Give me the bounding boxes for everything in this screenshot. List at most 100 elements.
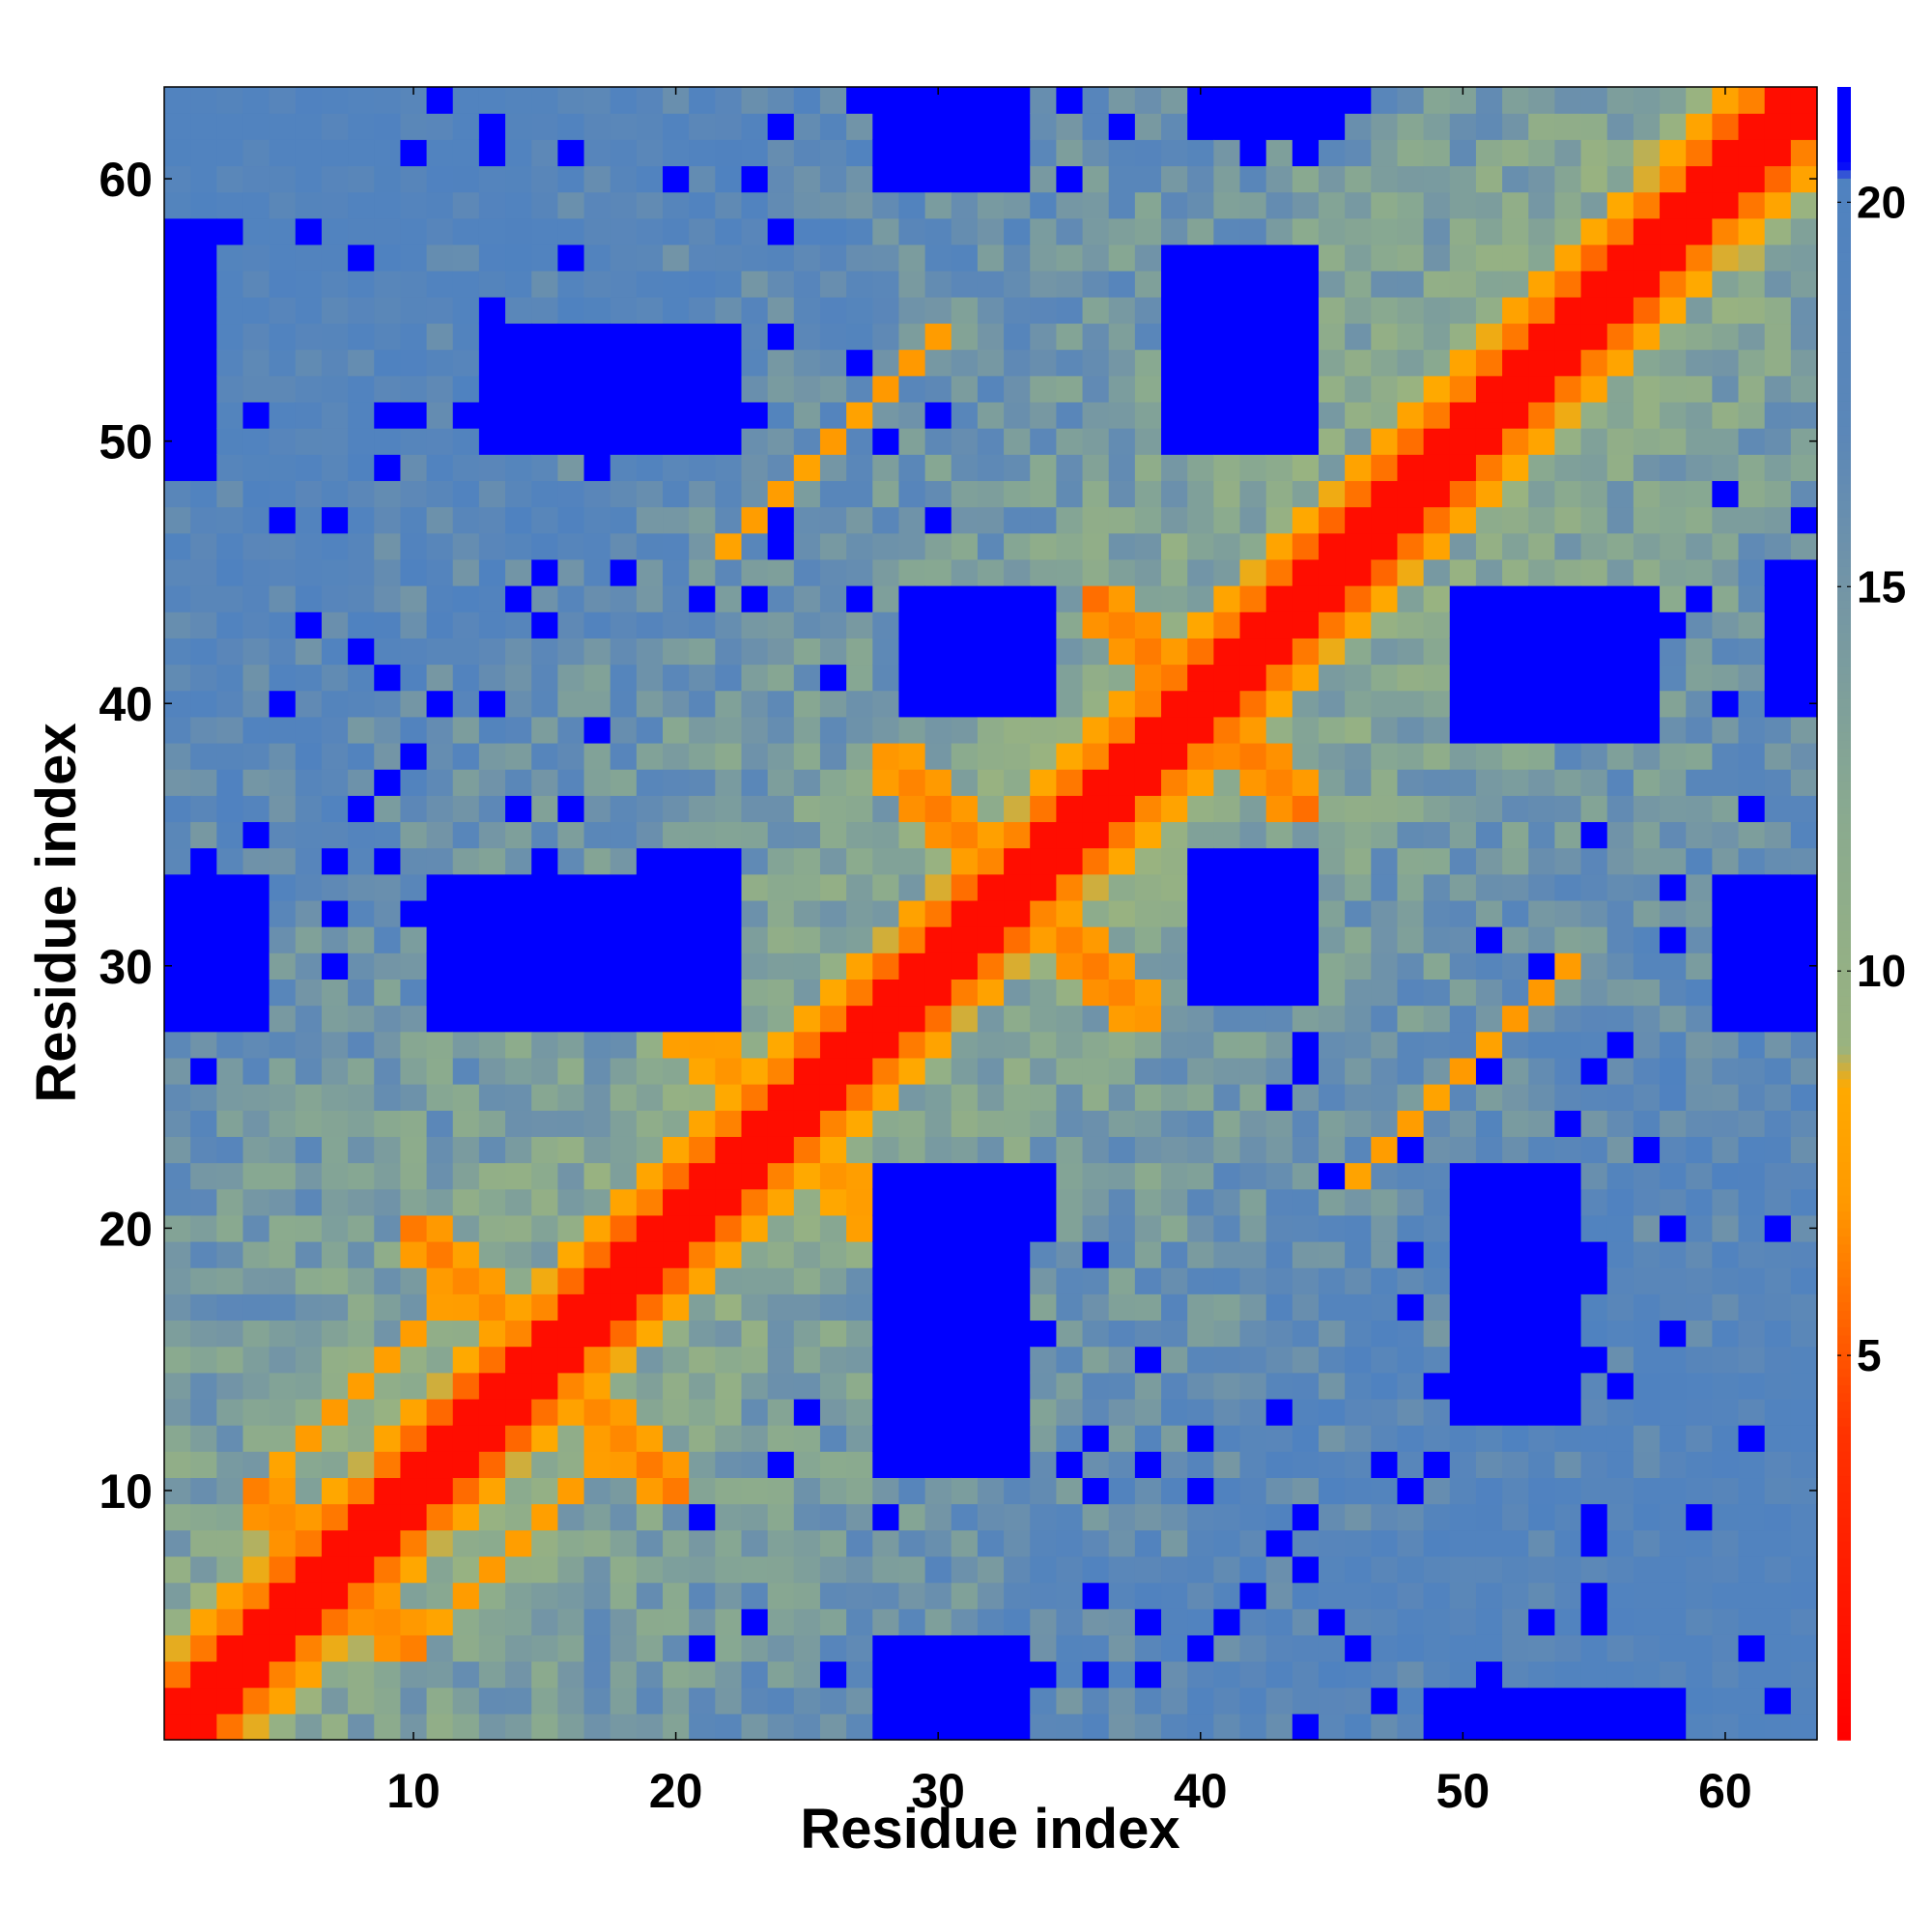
heatmap-cell [846,979,873,1007]
heatmap-cell [1449,217,1477,245]
heatmap-cell [1239,742,1267,770]
heatmap-cell [1108,611,1136,639]
heatmap-cell [1580,1320,1608,1348]
heatmap-cell [1108,585,1136,612]
heatmap-cell [1502,1031,1529,1059]
heatmap-cell [1554,1346,1582,1374]
heatmap-cell [1213,1687,1241,1715]
heatmap-cell [1108,899,1136,927]
heatmap-cell [689,1267,716,1294]
heatmap-cell [977,1188,1005,1216]
heatmap-cell [819,1398,847,1426]
heatmap-cell [951,1110,979,1137]
heatmap-cell [531,1687,558,1715]
heatmap-cell [636,1084,664,1111]
heatmap-cell [1633,1687,1661,1715]
heatmap-cell [531,611,558,639]
heatmap-cell [1528,1661,1556,1689]
heatmap-cell [1134,1477,1162,1505]
heatmap-cell [1660,716,1687,744]
heatmap-cell [1606,1136,1634,1164]
heatmap-cell [400,1398,428,1426]
heatmap-cell [663,979,690,1007]
heatmap-cell [819,1214,847,1242]
heatmap-cell [1004,873,1031,901]
heatmap-cell [1397,821,1425,849]
heatmap-cell [269,821,297,849]
heatmap-cell [1633,1634,1661,1662]
heatmap-cell [1528,1425,1556,1452]
heatmap-cell [216,1240,244,1268]
colorbar-segment [1837,1103,1851,1113]
heatmap-cell [1502,1110,1529,1137]
heatmap-cell [977,690,1005,718]
colorbar-segment [1837,880,1851,890]
heatmap-cell [741,1661,769,1689]
heatmap-cell [1371,428,1399,455]
heatmap-cell [1686,349,1713,377]
heatmap-cell [1004,558,1031,586]
heatmap-cell [216,1425,244,1452]
heatmap-cell [715,1188,743,1216]
heatmap-cell [295,454,323,481]
heatmap-cell [1030,1608,1057,1635]
heatmap-cell [1528,1398,1556,1426]
heatmap-cell [583,664,611,692]
heatmap-cell [1423,1661,1451,1689]
heatmap-cell [1764,1425,1792,1452]
heatmap-cell [216,1346,244,1374]
heatmap-cell [426,1162,454,1190]
heatmap-cell [689,716,716,744]
heatmap-cell [1449,952,1477,980]
heatmap-cell [951,1320,979,1348]
heatmap-cell [321,1503,349,1531]
heatmap-cell [819,1634,847,1662]
heatmap-cell [1265,611,1293,639]
heatmap-cell [505,1267,532,1294]
heatmap-cell [1633,323,1661,351]
heatmap-cell [1397,1136,1425,1164]
heatmap-cell [452,401,480,429]
heatmap-cell [1528,979,1556,1007]
heatmap-cell [924,1661,952,1689]
heatmap-cell [1134,1005,1162,1033]
colorbar-segment [1837,1690,1851,1700]
heatmap-cell [1004,428,1031,455]
heatmap-cell [715,821,743,849]
heatmap-cell [1423,1084,1451,1111]
heatmap-cell [1161,1398,1188,1426]
heatmap-cell [715,1503,743,1531]
heatmap-cell [819,742,847,770]
heatmap-cell [1082,1661,1110,1689]
heatmap-cell [1449,1555,1477,1583]
heatmap-cell [1660,323,1687,351]
heatmap-cell [610,795,638,823]
heatmap-cell [1030,270,1057,298]
heatmap-cell [1161,1713,1188,1741]
heatmap-cell [1108,1057,1136,1085]
heatmap-cell [1449,1136,1477,1164]
heatmap-cell [1397,1162,1425,1190]
heatmap-cell [924,139,952,167]
heatmap-cell [531,795,558,823]
colorbar-segment [1837,1194,1851,1204]
heatmap-cell [977,428,1005,455]
heatmap-cell [872,1136,900,1164]
heatmap-cell [531,139,558,167]
heatmap-cell [924,1031,952,1059]
heatmap-cell [1371,769,1399,796]
colorbar-segment [1837,185,1851,196]
heatmap-cell [1345,1634,1372,1662]
heatmap-cell [1423,690,1451,718]
heatmap-cell [1108,716,1136,744]
heatmap-cell [531,1713,558,1741]
heatmap-cell [1502,1529,1529,1557]
heatmap-cell [1161,1031,1188,1059]
heatmap-cell [663,349,690,377]
heatmap-cell [400,506,428,534]
heatmap-cell [715,1634,743,1662]
heatmap-cell [426,1057,454,1085]
heatmap-cell [216,401,244,429]
colorbar-segment [1837,773,1851,782]
heatmap-cell [1004,1005,1031,1033]
